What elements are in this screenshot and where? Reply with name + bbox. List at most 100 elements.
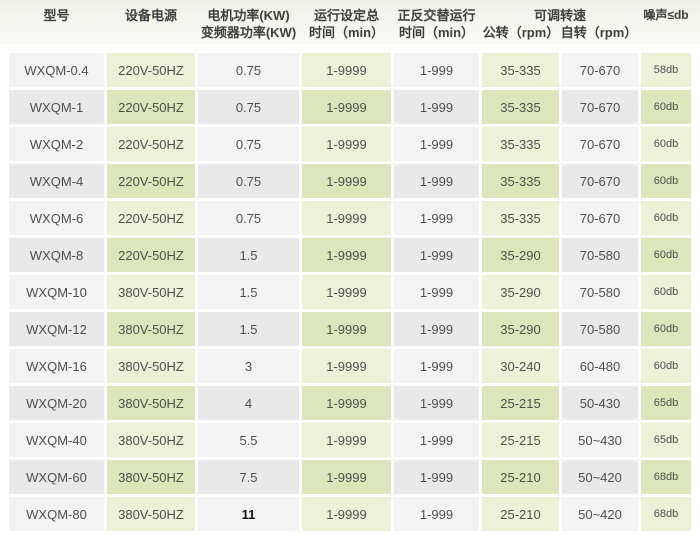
- cell-revolution-speed: 25-210: [482, 460, 559, 494]
- cell-power-supply: 220V-50HZ: [107, 201, 195, 235]
- cell-rotation-speed: 70-580: [562, 238, 638, 272]
- cell-model: WXQM-0.4: [9, 53, 104, 87]
- cell-motor-power: 0.75: [198, 201, 299, 235]
- cell-run-time: 1-9999: [302, 127, 391, 161]
- cell-model: WXQM-8: [9, 238, 104, 272]
- cell-alt-time: 1-999: [394, 127, 479, 161]
- cell-alt-time: 1-999: [394, 497, 479, 531]
- cell-run-time: 1-9999: [302, 90, 391, 124]
- cell-alt-time: 1-999: [394, 460, 479, 494]
- cell-noise: 65db: [641, 386, 691, 420]
- cell-model: WXQM-2: [9, 127, 104, 161]
- header-speed-group-title: 可调转速: [533, 8, 586, 23]
- cell-rotation-speed: 50~430: [562, 423, 638, 457]
- cell-run-time: 1-9999: [302, 275, 391, 309]
- table-row: WXQM-4 220V-50HZ 0.75 1-9999 1-999 35-33…: [9, 164, 692, 198]
- header-run-time-line2: 时间（min）: [308, 25, 385, 40]
- cell-revolution-speed: 25-210: [482, 497, 559, 531]
- cell-revolution-speed: 25-215: [482, 423, 559, 457]
- cell-power-supply: 380V-50HZ: [107, 275, 195, 309]
- header-motor-power-line2: 变频器功率(KW): [200, 25, 297, 40]
- cell-revolution-speed: 30-240: [482, 349, 559, 383]
- header-alt-time-line1: 正反交替运行: [397, 8, 476, 23]
- cell-model: WXQM-6: [9, 201, 104, 235]
- cell-noise: 60db: [641, 164, 691, 198]
- cell-alt-time: 1-999: [394, 275, 479, 309]
- cell-noise: 60db: [641, 312, 691, 346]
- cell-model: WXQM-10: [9, 275, 104, 309]
- table-row: WXQM-60 380V-50HZ 7.5 1-9999 1-999 25-21…: [9, 460, 692, 494]
- cell-model: WXQM-1: [9, 90, 104, 124]
- cell-noise: 68db: [641, 497, 691, 531]
- cell-noise: 60db: [641, 238, 691, 272]
- header-noise: 噪声≤db: [643, 8, 689, 22]
- cell-model: WXQM-16: [9, 349, 104, 383]
- cell-rotation-speed: 60-480: [562, 349, 638, 383]
- cell-rotation-speed: 70-670: [562, 127, 638, 161]
- cell-revolution-speed: 35-290: [482, 238, 559, 272]
- cell-model: WXQM-80: [9, 497, 104, 531]
- cell-run-time: 1-9999: [302, 238, 391, 272]
- header-run-time: 运行设定总 时间（min）: [302, 7, 391, 44]
- cell-motor-power: 0.75: [198, 127, 299, 161]
- table-row: WXQM-6 220V-50HZ 0.75 1-9999 1-999 35-33…: [9, 201, 692, 235]
- cell-power-supply: 220V-50HZ: [107, 127, 195, 161]
- cell-noise: 60db: [641, 127, 691, 161]
- header-model: 型号: [43, 8, 70, 23]
- cell-run-time: 1-9999: [302, 201, 391, 235]
- table-row: WXQM-0.4 220V-50HZ 0.75 1-9999 1-999 35-…: [9, 53, 692, 87]
- cell-model: WXQM-20: [9, 386, 104, 420]
- cell-alt-time: 1-999: [394, 90, 479, 124]
- cell-alt-time: 1-999: [394, 238, 479, 272]
- table-row: WXQM-10 380V-50HZ 1.5 1-9999 1-999 35-29…: [9, 275, 692, 309]
- cell-revolution-speed: 35-335: [482, 201, 559, 235]
- cell-motor-power: 3: [198, 349, 299, 383]
- cell-model: WXQM-40: [9, 423, 104, 457]
- cell-rotation-speed: 70-580: [562, 275, 638, 309]
- cell-revolution-speed: 35-335: [482, 90, 559, 124]
- cell-rotation-speed: 70-580: [562, 312, 638, 346]
- cell-run-time: 1-9999: [302, 386, 391, 420]
- header-run-time-line1: 运行设定总: [313, 8, 379, 23]
- cell-motor-power: 0.75: [198, 53, 299, 87]
- cell-power-supply: 380V-50HZ: [107, 386, 195, 420]
- table-row: WXQM-20 380V-50HZ 4 1-9999 1-999 25-215 …: [9, 386, 692, 420]
- cell-run-time: 1-9999: [302, 53, 391, 87]
- cell-run-time: 1-9999: [302, 164, 391, 198]
- cell-run-time: 1-9999: [302, 312, 391, 346]
- cell-motor-power: 4: [198, 386, 299, 420]
- cell-motor-power: 1.5: [198, 275, 299, 309]
- cell-noise: 60db: [641, 201, 691, 235]
- cell-motor-power: 5.5: [198, 423, 299, 457]
- cell-revolution-speed: 35-335: [482, 164, 559, 198]
- cell-run-time: 1-9999: [302, 497, 391, 531]
- table-row: WXQM-80 380V-50HZ 11 1-9999 1-999 25-210…: [9, 497, 692, 531]
- cell-noise: 60db: [641, 90, 691, 124]
- cell-rotation-speed: 70-670: [562, 90, 638, 124]
- cell-power-supply: 380V-50HZ: [107, 460, 195, 494]
- cell-alt-time: 1-999: [394, 349, 479, 383]
- cell-power-supply: 220V-50HZ: [107, 164, 195, 198]
- table-row: WXQM-12 380V-50HZ 1.5 1-9999 1-999 35-29…: [9, 312, 692, 346]
- cell-noise: 60db: [641, 349, 691, 383]
- cell-motor-power: 0.75: [198, 90, 299, 124]
- header-alt-time: 正反交替运行 时间（min）: [394, 7, 479, 44]
- cell-rotation-speed: 70-670: [562, 201, 638, 235]
- cell-rotation-speed: 70-670: [562, 164, 638, 198]
- cell-model: WXQM-4: [9, 164, 104, 198]
- header-motor-power-line1: 电机功率(KW): [207, 8, 290, 23]
- cell-run-time: 1-9999: [302, 423, 391, 457]
- cell-model: WXQM-60: [9, 460, 104, 494]
- cell-motor-power: 1.5: [198, 312, 299, 346]
- header-alt-time-line2: 时间（min）: [398, 25, 475, 40]
- table-row: WXQM-16 380V-50HZ 3 1-9999 1-999 30-240 …: [9, 349, 692, 383]
- cell-alt-time: 1-999: [394, 423, 479, 457]
- cell-motor-power: 1.5: [198, 238, 299, 272]
- cell-revolution-speed: 35-290: [482, 275, 559, 309]
- cell-revolution-speed: 35-335: [482, 53, 559, 87]
- cell-power-supply: 220V-50HZ: [107, 53, 195, 87]
- cell-revolution-speed: 35-290: [482, 312, 559, 346]
- cell-power-supply: 380V-50HZ: [107, 312, 195, 346]
- header-motor-power: 电机功率(KW) 变频器功率(KW): [198, 7, 299, 44]
